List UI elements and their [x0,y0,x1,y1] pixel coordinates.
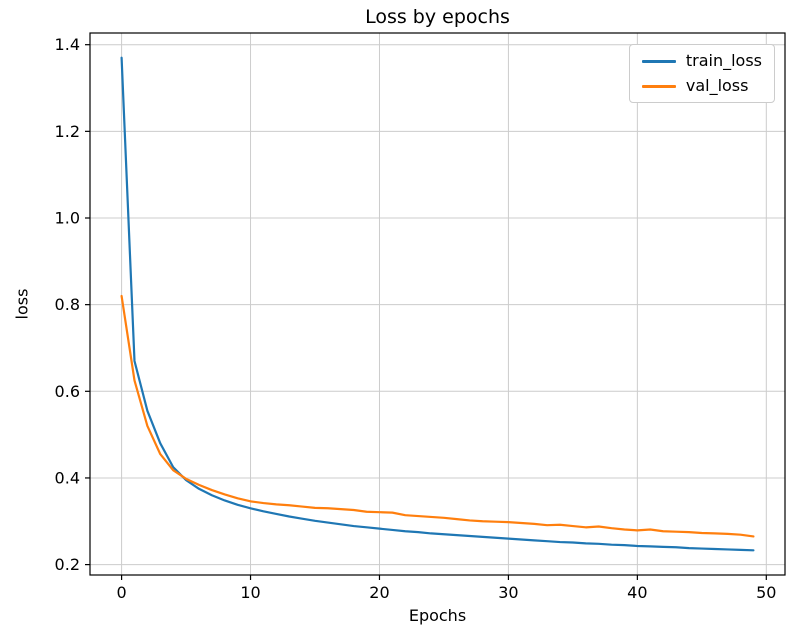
train-loss-line-swatch [641,59,676,63]
y-axis-label: loss [12,288,32,320]
svg-text:40: 40 [627,583,647,602]
legend-label-val-loss: val_loss [685,76,749,95]
svg-text:1.0: 1.0 [55,208,80,227]
svg-text:0.2: 0.2 [55,555,80,574]
svg-text:0: 0 [116,583,126,602]
svg-text:20: 20 [369,583,389,602]
x-axis-label: Epochs [408,606,467,625]
legend-label-train-loss: train_loss [685,51,762,70]
svg-text:50: 50 [756,583,776,602]
svg-text:10: 10 [240,583,260,602]
legend-item-train-loss: train_loss [641,51,762,70]
svg-text:1.2: 1.2 [55,122,80,141]
svg-text:30: 30 [498,583,518,602]
svg-text:0.6: 0.6 [55,382,80,401]
chart-title: Loss by epochs [365,6,510,28]
svg-text:0.8: 0.8 [55,295,80,314]
svg-text:0.4: 0.4 [55,468,80,487]
legend-item-val-loss: val_loss [641,76,762,95]
svg-text:1.4: 1.4 [55,35,80,54]
val-loss-line-swatch [641,84,676,88]
legend: train_loss val_loss [628,44,775,103]
